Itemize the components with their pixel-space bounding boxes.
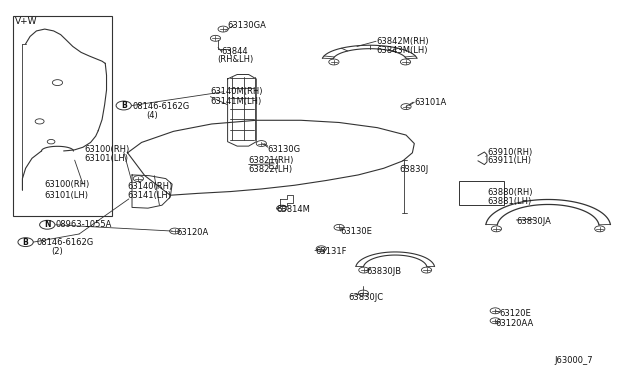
Text: 63830J: 63830J (399, 165, 429, 174)
Text: B: B (23, 238, 28, 247)
Text: 63120E: 63120E (500, 309, 531, 318)
Text: 63843M(LH): 63843M(LH) (376, 46, 428, 55)
Text: 63120A: 63120A (177, 228, 209, 237)
Text: 63141M(LH): 63141M(LH) (211, 97, 262, 106)
Text: 63100(RH): 63100(RH) (84, 145, 129, 154)
Text: (4): (4) (147, 111, 159, 121)
Text: 63120AA: 63120AA (495, 319, 534, 328)
Text: 63131F: 63131F (315, 247, 346, 256)
Text: 63844: 63844 (221, 47, 248, 56)
Text: 08146-6162G: 08146-6162G (36, 238, 93, 247)
Text: 63830JA: 63830JA (516, 217, 551, 225)
Text: 63881(LH): 63881(LH) (487, 197, 531, 206)
Text: 63911(LH): 63911(LH) (487, 156, 531, 166)
Text: 63140(RH): 63140(RH) (127, 182, 173, 191)
Text: 63814M: 63814M (276, 205, 310, 215)
Text: 08146-6162G: 08146-6162G (132, 102, 189, 111)
Text: (2): (2) (51, 247, 63, 256)
Text: 63130GA: 63130GA (228, 21, 266, 30)
Bar (459, 181, 504, 205)
Text: 63880(RH): 63880(RH) (487, 188, 532, 197)
Text: 63842M(RH): 63842M(RH) (376, 37, 429, 46)
Text: 63100(RH): 63100(RH) (45, 180, 90, 189)
Text: B: B (121, 101, 127, 110)
Text: 63130E: 63130E (340, 227, 372, 235)
Text: 63101A: 63101A (414, 99, 447, 108)
Text: 63140M(RH): 63140M(RH) (211, 87, 263, 96)
Text: 63822(LH): 63822(LH) (248, 165, 292, 174)
Text: 08963-1055A: 08963-1055A (56, 220, 112, 229)
Text: 63130G: 63130G (268, 145, 301, 154)
Text: 63910(RH): 63910(RH) (487, 148, 532, 157)
Text: 63101(LH): 63101(LH) (84, 154, 128, 163)
Text: (RH&LH): (RH&LH) (217, 55, 253, 64)
Bar (13, 16, 111, 215)
Text: 63830JC: 63830JC (349, 293, 384, 302)
Text: 63821(RH): 63821(RH) (248, 156, 294, 166)
Text: V+W: V+W (15, 17, 38, 26)
Text: 63830JB: 63830JB (366, 267, 401, 276)
Text: J63000_7: J63000_7 (554, 356, 593, 365)
Text: 63141(LH): 63141(LH) (127, 192, 172, 201)
Text: N: N (44, 220, 51, 229)
Text: 63101(LH): 63101(LH) (45, 191, 89, 200)
